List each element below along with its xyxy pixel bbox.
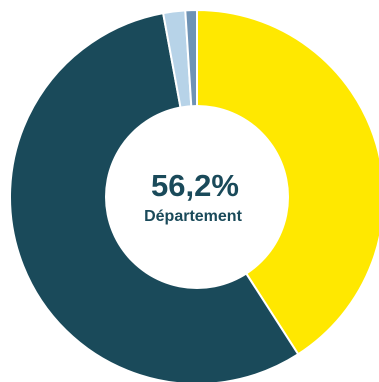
donut-slice-1 [196, 8, 379, 356]
donut-hole [105, 105, 289, 289]
center-value: 56,2% [151, 168, 239, 203]
center-label: Département [144, 208, 242, 225]
